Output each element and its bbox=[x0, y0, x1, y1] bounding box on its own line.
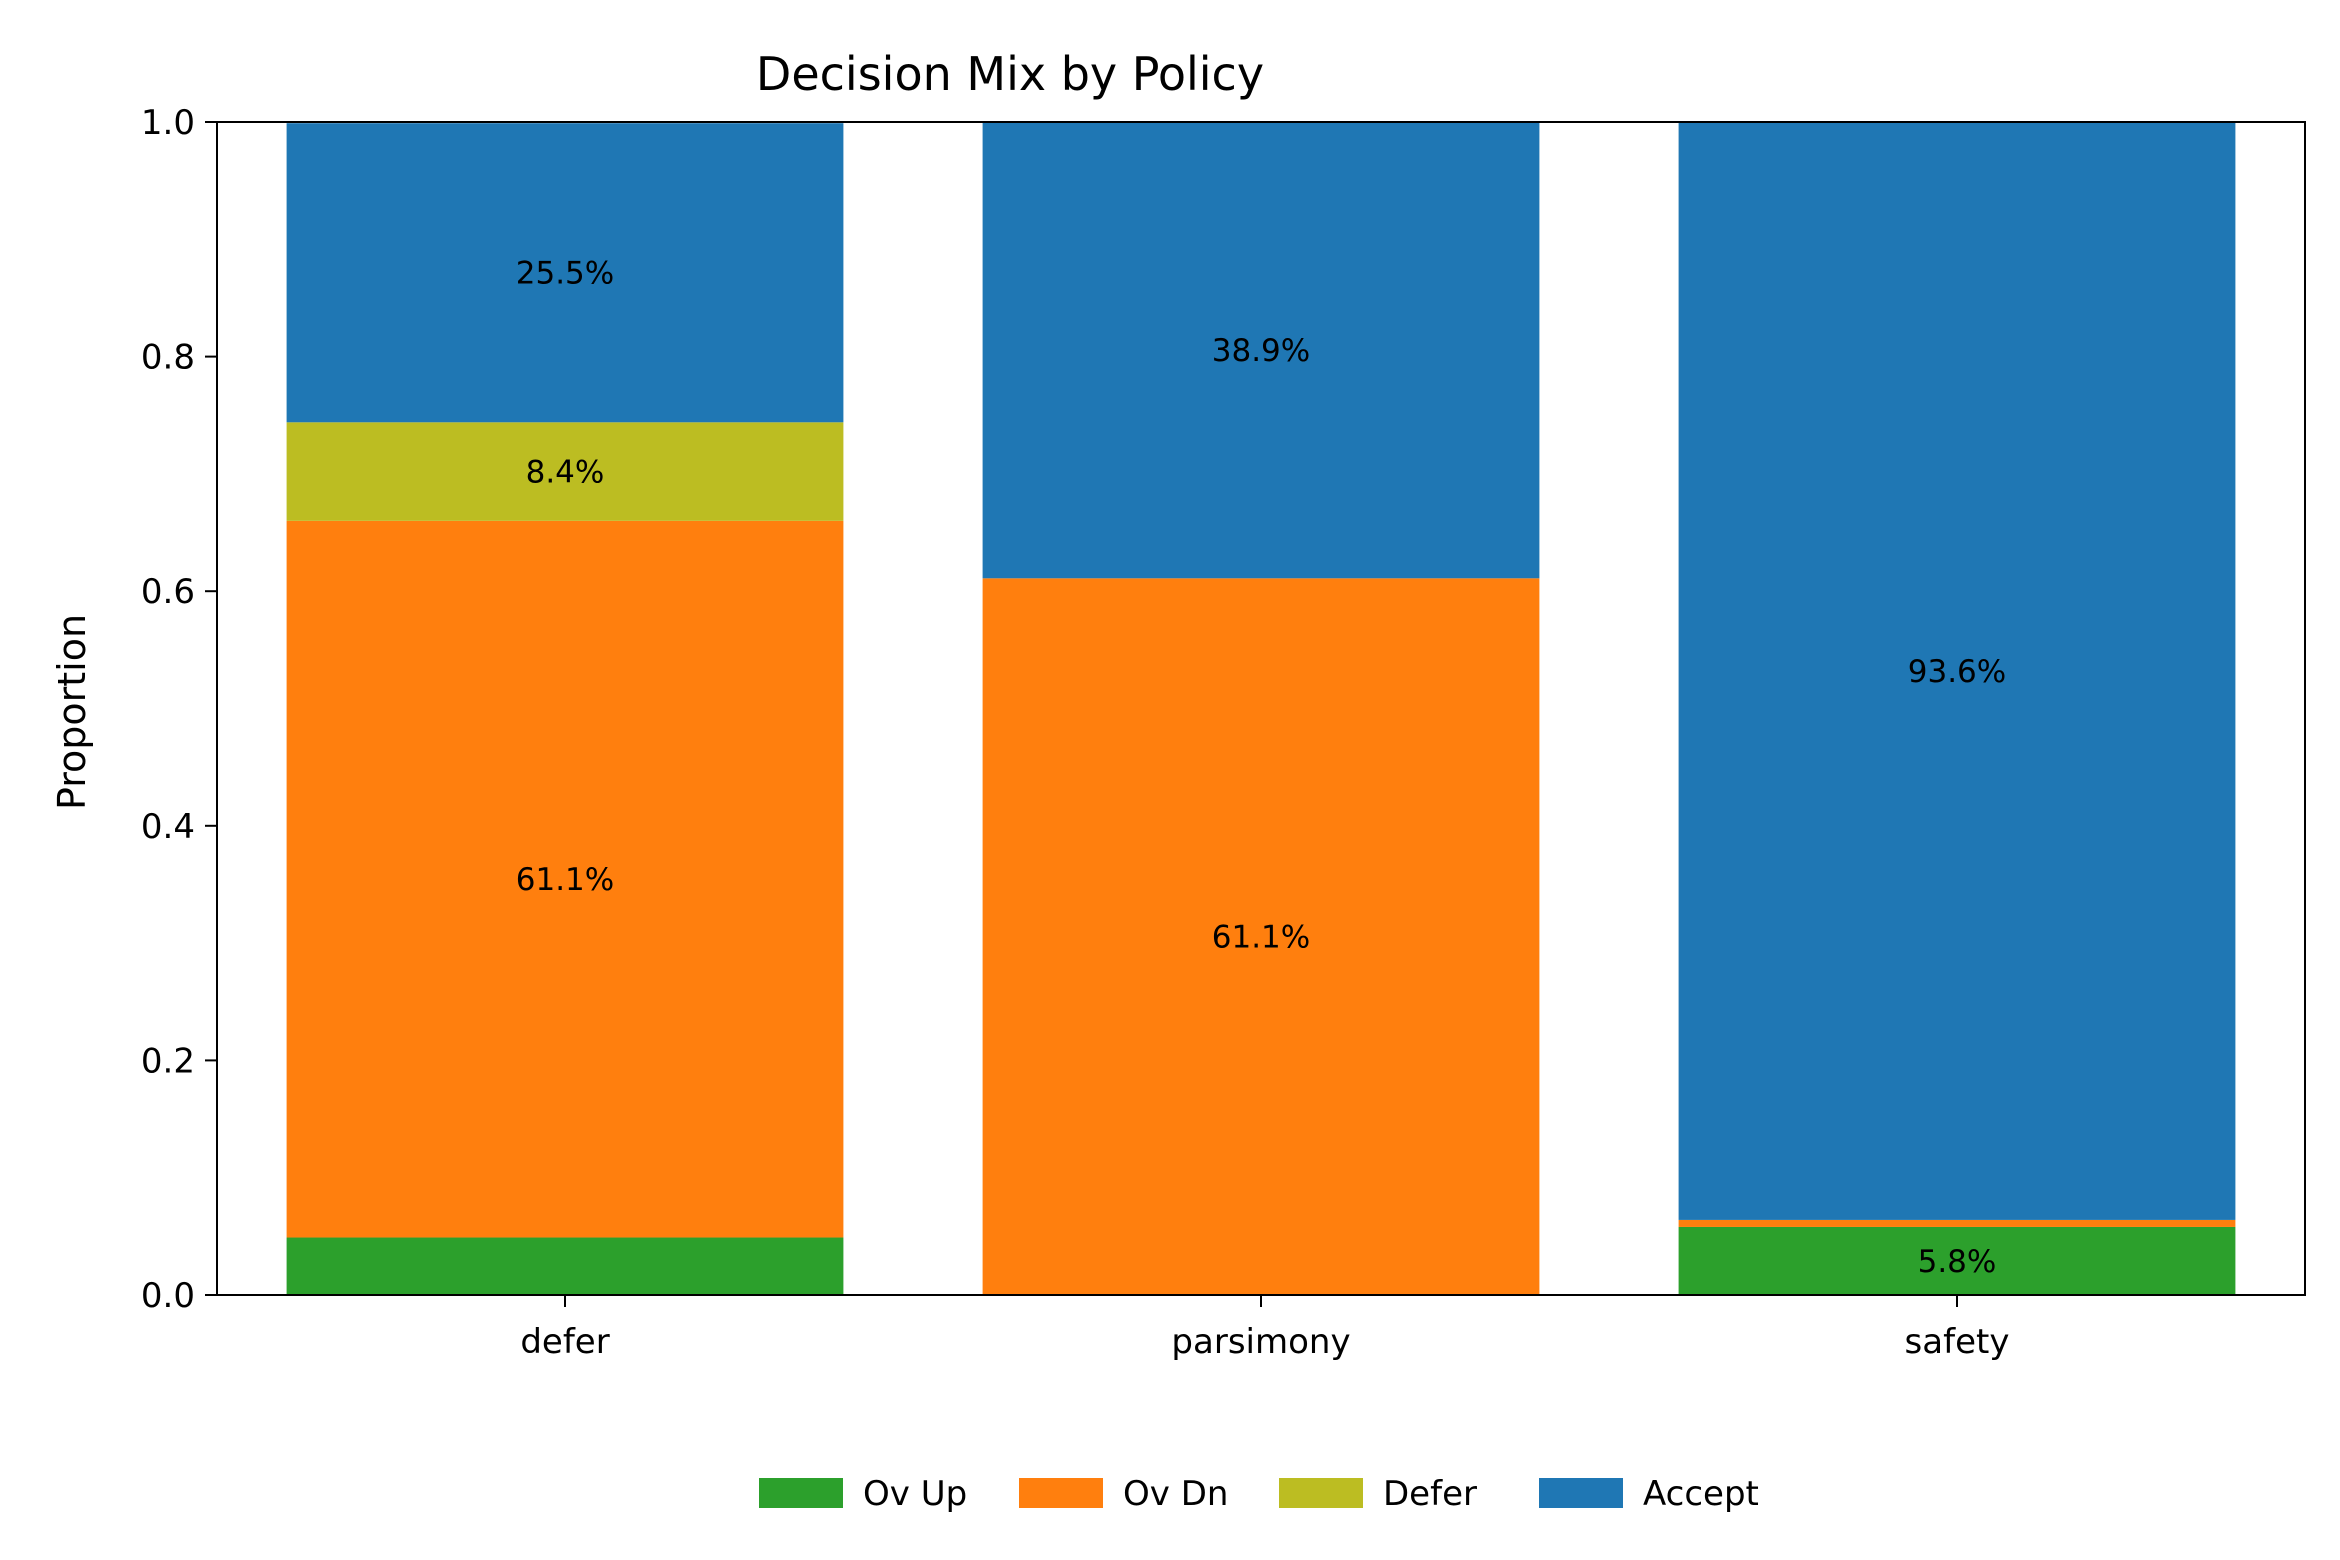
y-axis-label: Proportion bbox=[50, 614, 94, 810]
legend-swatch-accept bbox=[1539, 1478, 1623, 1508]
bar-accept-defer bbox=[286, 123, 844, 423]
bar-accept-parsimony bbox=[982, 122, 1540, 579]
bar-defer-defer bbox=[286, 422, 844, 521]
y-tick-label: 0.4 bbox=[141, 807, 195, 847]
legend-swatch-ov-up bbox=[759, 1478, 843, 1508]
bar-ov-up-defer bbox=[286, 1237, 844, 1295]
bar-accept-safety bbox=[1678, 122, 2236, 1220]
legend-swatch-defer bbox=[1279, 1478, 1363, 1508]
legend-swatch-ov-dn bbox=[1019, 1478, 1103, 1508]
legend: Ov Up Ov Dn Defer Accept bbox=[759, 1474, 1759, 1514]
plot-frame bbox=[216, 121, 2306, 1296]
y-tick-label: 0.0 bbox=[141, 1276, 195, 1316]
y-tick-label: 1.0 bbox=[141, 103, 195, 143]
chart-title: Decision Mix by Policy bbox=[756, 47, 1264, 101]
data-label: 25.5% bbox=[516, 256, 614, 292]
data-label: 61.1% bbox=[516, 862, 614, 898]
data-label: 8.4% bbox=[526, 455, 605, 491]
y-tick-label: 0.2 bbox=[141, 1041, 195, 1081]
x-tick-label: defer bbox=[520, 1322, 609, 1362]
data-label: 5.8% bbox=[1918, 1244, 1997, 1280]
plot-area: 61.1% 8.4% 25.5% defer 61.1% 38.9% parsimony 5.… bbox=[141, 103, 2306, 1362]
legend-label: Ov Dn bbox=[1123, 1474, 1228, 1514]
legend-label: Defer bbox=[1383, 1474, 1477, 1514]
legend-label: Accept bbox=[1643, 1474, 1759, 1514]
bar-ov-dn-safety bbox=[1678, 1219, 2236, 1227]
data-label: 38.9% bbox=[1212, 333, 1310, 369]
x-tick-label: safety bbox=[1905, 1322, 2010, 1362]
bar-ov-dn-defer bbox=[286, 520, 844, 1238]
y-tick-label: 0.6 bbox=[141, 572, 195, 612]
data-label: 61.1% bbox=[1212, 920, 1310, 956]
x-tick-label: parsimony bbox=[1171, 1322, 1350, 1362]
data-label: 93.6% bbox=[1908, 654, 2006, 690]
bar-ov-dn-parsimony bbox=[982, 578, 1540, 1295]
y-tick-label: 0.8 bbox=[141, 338, 195, 378]
bar-ov-up-safety bbox=[1678, 1226, 2236, 1295]
legend-label: Ov Up bbox=[863, 1474, 967, 1514]
